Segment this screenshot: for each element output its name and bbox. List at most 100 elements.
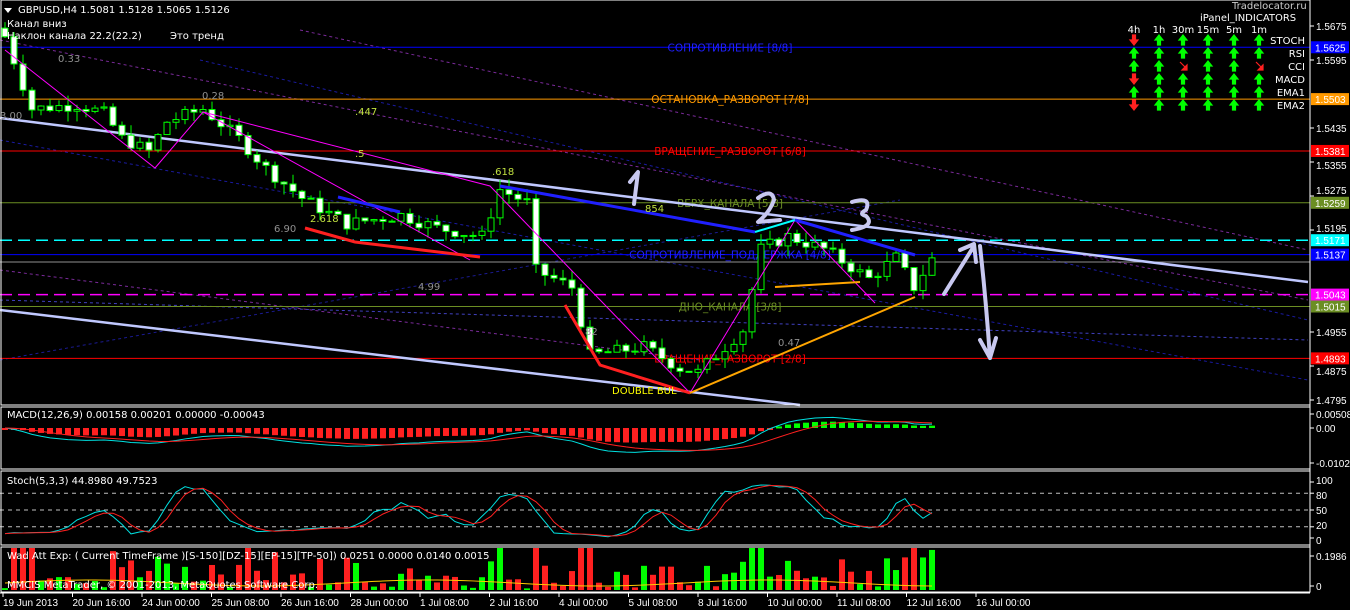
candle-body [712, 358, 720, 361]
candle-body [433, 221, 441, 226]
wad-bar [110, 551, 116, 590]
signal-up-arrow-icon [1177, 99, 1189, 111]
price-tag-value: 1.5625 [1315, 43, 1346, 54]
wad-bar [731, 572, 737, 590]
macd-signal-line [4, 420, 933, 451]
wad-bar [776, 574, 782, 590]
candle-body [10, 36, 18, 65]
macd-histogram-bar [416, 428, 422, 437]
ipanel-timeframe: 15m [1197, 25, 1219, 36]
macd-histogram-bar [344, 428, 350, 439]
candle-body [262, 161, 270, 166]
candle-body [280, 181, 288, 185]
candle-body [127, 134, 135, 149]
stoch-label: Stoch(5,3,3) 44.8980 49.7523 [7, 476, 158, 487]
macd-histogram-bar [434, 428, 440, 437]
candle-body [721, 351, 729, 360]
signal-up-arrow-icon [1128, 86, 1140, 98]
macd-histogram-bar [191, 428, 197, 434]
wad-bar [929, 549, 935, 590]
macd-histogram-bar [389, 428, 395, 438]
ipanel-timeframe: 1h [1153, 25, 1166, 36]
macd-subwindow[interactable] [2, 416, 935, 453]
price-tag [1311, 234, 1349, 247]
candle-body [685, 370, 693, 373]
ipanel-row-label: CCI [1288, 62, 1305, 73]
price-tag-value: 1.5381 [1315, 147, 1346, 158]
time-tick-label: 2 Jul 16:00 [490, 598, 539, 609]
macd-histogram-bar [92, 428, 98, 436]
candle-body [82, 108, 90, 112]
macd-histogram-bar [308, 428, 314, 438]
wad-bar [47, 578, 53, 590]
macd-histogram-bar [74, 428, 80, 436]
macd-histogram-bar [443, 428, 449, 436]
macd-histogram-bar [623, 428, 629, 443]
candle-body [865, 269, 873, 278]
fib-fan-line [299, 29, 1309, 251]
ipanel-row-label: MACD [1275, 75, 1305, 86]
fib-label: 854 [645, 204, 664, 215]
time-tick-label: 24 Jun 00:00 [142, 598, 200, 609]
price-tick-label: 1.5275 [1316, 186, 1347, 197]
wad-bar [578, 548, 584, 590]
channel-slope: Наклон канала 22.2(22.2) [7, 31, 142, 42]
ipanel-row-label: RSI [1289, 49, 1305, 60]
main-price-chart[interactable]: СОПРОТИВЛЕНИЕ [8/8] ОСТАНОВКА_РАЗВОРОТ [7… [0, 22, 1310, 407]
trendline-red [304, 226, 481, 259]
macd-histogram-bar [380, 428, 386, 439]
candle-body [379, 219, 387, 222]
stoch-tick-label: 100 [1316, 476, 1333, 487]
wad-bar [758, 548, 764, 590]
macd-histogram-bar [911, 425, 917, 428]
trendline-blue [794, 218, 916, 257]
wad-bar [56, 577, 62, 590]
candle-body [910, 267, 918, 292]
wad-bar [29, 548, 35, 590]
candle-body [505, 189, 513, 195]
candle-body [172, 119, 180, 123]
candle-body [577, 287, 585, 328]
wad-bar [749, 548, 755, 590]
candle-body [397, 213, 405, 222]
wad-bar [884, 558, 890, 590]
macd-histogram-bar [668, 428, 674, 442]
price-tag [1311, 248, 1349, 261]
wad-bar [389, 586, 395, 590]
signal-up-arrow-icon [1128, 60, 1140, 72]
candle-body [676, 367, 684, 372]
wad-bar [641, 565, 647, 590]
pane-border [0, 406, 1311, 470]
wad-bar [164, 563, 170, 590]
wad-subwindow[interactable] [2, 548, 935, 590]
signal-up-arrow-icon [1253, 86, 1265, 98]
signal-up-arrow-icon [1177, 34, 1189, 46]
level-label: ВРАЩЕНИЕ_РАЗВОРОТ [6/8] [654, 146, 806, 158]
collapse-triangle-icon[interactable] [4, 8, 12, 13]
time-tick-label: 11 Jul 08:00 [837, 598, 891, 609]
wad-bar [803, 578, 809, 590]
wad-bar [425, 575, 431, 590]
wad-bar [785, 560, 791, 590]
price-tag-value: 1.5503 [1315, 95, 1346, 106]
time-tick-label: 5 Jul 08:00 [629, 598, 678, 609]
candle-body [406, 213, 414, 224]
fib-fan-line [0, 199, 901, 361]
wad-bar [65, 577, 71, 590]
candle-body [757, 243, 765, 291]
stoch-subwindow[interactable] [0, 484, 1310, 538]
macd-histogram-bar [425, 428, 431, 437]
time-tick-label: 4 Jul 00:00 [559, 598, 608, 609]
price-tag [1311, 300, 1349, 313]
candle-body [46, 105, 54, 112]
macd-histogram-bar [488, 428, 494, 435]
price-tag [1311, 352, 1349, 365]
wad-bar [659, 566, 665, 590]
candle-body [154, 134, 162, 151]
candle-body [136, 141, 144, 149]
price-tag-value: 1.5259 [1315, 199, 1346, 210]
macd-histogram-bar [803, 422, 809, 428]
wad-bar [191, 581, 197, 590]
wad-bar [695, 581, 701, 590]
